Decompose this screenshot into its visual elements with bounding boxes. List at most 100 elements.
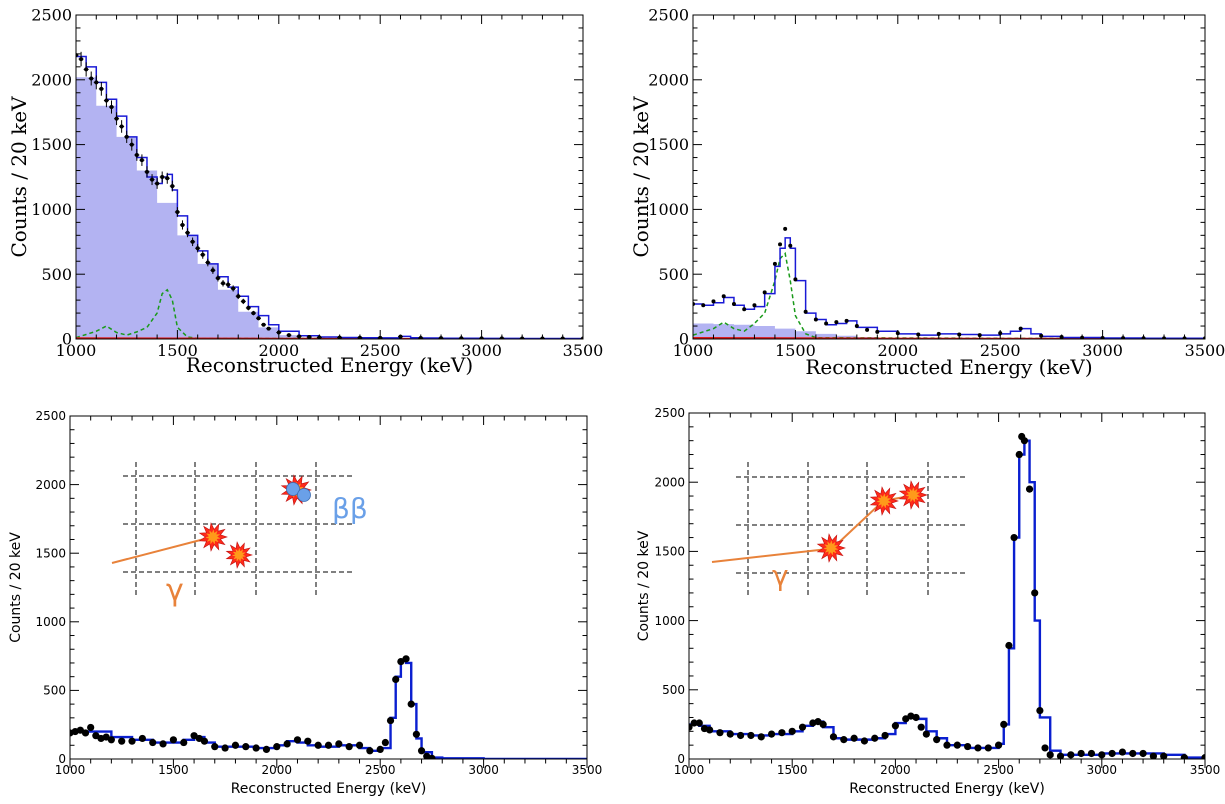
data-point	[273, 743, 281, 751]
beta-electron	[286, 482, 300, 496]
data-point	[974, 744, 982, 752]
x-tick-label: 1500	[777, 763, 808, 777]
x-tick-label: 1000	[56, 341, 97, 360]
data-point	[943, 741, 951, 749]
plot-area	[76, 47, 583, 339]
plot-frame	[69, 415, 588, 760]
y-tick-label: 2500	[648, 6, 689, 25]
data-point	[742, 307, 747, 312]
x-tick-label: 1500	[158, 763, 189, 777]
data-point	[995, 741, 1003, 749]
data-point	[304, 737, 312, 745]
y-tick-label: 0	[679, 330, 689, 349]
x-tick-label: 2500	[983, 763, 1014, 777]
data-point	[139, 158, 144, 163]
x-axis-label: Reconstructed Energy (keV)	[186, 353, 473, 377]
data-point	[1010, 533, 1018, 542]
data-point	[402, 655, 410, 663]
data-point	[231, 741, 240, 749]
data-point	[819, 720, 827, 729]
data-point	[747, 731, 755, 740]
plot-frame	[688, 412, 1206, 760]
x-tick-label: 2500	[365, 763, 396, 777]
data-point	[854, 324, 859, 329]
data-point	[335, 740, 343, 748]
data-point	[200, 737, 209, 745]
data-point	[170, 184, 175, 189]
y-tick-label: 2000	[31, 70, 72, 89]
series-filled-background	[76, 77, 583, 339]
data-point	[144, 169, 149, 174]
data-point	[706, 726, 714, 734]
data-point	[366, 747, 374, 755]
data-point	[829, 733, 838, 741]
data-point	[128, 737, 136, 745]
data-point	[865, 327, 870, 332]
data-point	[314, 741, 322, 749]
data-point	[376, 745, 384, 753]
y-axis-label: Counts / 20 keV	[7, 96, 31, 258]
y-tick-label: 1500	[31, 135, 72, 154]
panel-bottom-left: 1000 1500 2000 2500 3000 3500 0 500 1000 1500 2000…	[8, 409, 602, 797]
x-tick-label: 3000	[468, 763, 499, 777]
data-point	[793, 277, 798, 282]
data-point	[1149, 752, 1157, 759]
data-point	[407, 700, 415, 708]
data-point	[953, 741, 961, 749]
y-tick-label: 1500	[648, 135, 689, 154]
data-point	[190, 239, 195, 244]
data-point	[417, 747, 426, 755]
data-point	[1000, 720, 1008, 729]
data-point	[788, 727, 796, 735]
data-point	[118, 737, 126, 745]
data-point	[1041, 744, 1049, 752]
data-point	[205, 260, 210, 265]
data-point	[850, 734, 858, 742]
data-point	[752, 303, 757, 308]
data-point	[1067, 751, 1075, 759]
data-point	[134, 152, 139, 157]
data-point	[1129, 749, 1137, 758]
x-tick-label: 2000	[262, 763, 293, 777]
data-point	[711, 299, 716, 304]
x-tick-label: 1500	[775, 341, 816, 360]
data-point	[1046, 751, 1054, 759]
data-point	[119, 124, 124, 129]
gamma-track	[711, 548, 829, 563]
y-tick-label: 1000	[648, 200, 689, 219]
data-point	[226, 282, 231, 287]
data-point	[778, 242, 783, 247]
data-point	[283, 740, 291, 748]
data-point	[1108, 749, 1116, 758]
data-point	[185, 230, 190, 235]
x-tick-label: 1500	[157, 341, 198, 360]
y-axis-label: Counts / 20 keV	[636, 530, 652, 641]
series-green-dashed	[693, 251, 1205, 339]
data-point	[200, 252, 205, 257]
data-point	[175, 209, 180, 214]
topology-inset: γ	[711, 462, 965, 596]
data-point	[428, 754, 436, 759]
data-point	[844, 318, 849, 323]
data-point	[922, 730, 930, 738]
gamma-interaction-burst-core	[876, 493, 892, 509]
data-point	[1020, 437, 1028, 445]
data-point	[726, 730, 734, 738]
data-point	[242, 743, 250, 751]
topology-inset: γ ββ	[111, 462, 368, 608]
data-point	[957, 332, 962, 337]
data-point	[916, 332, 921, 337]
x-tick-label: 2000	[877, 341, 918, 360]
data-point	[266, 326, 271, 331]
y-tick-label: 1000	[31, 200, 72, 219]
data-point	[180, 738, 188, 747]
data-point	[392, 675, 400, 684]
data-point	[936, 331, 941, 336]
data-point	[231, 286, 236, 291]
y-tick-label: 1500	[35, 546, 66, 560]
data-point	[772, 261, 777, 266]
y-tick-label: 0	[677, 752, 685, 766]
data-point	[1025, 485, 1034, 493]
data-point	[813, 317, 818, 322]
data-point	[246, 305, 251, 310]
